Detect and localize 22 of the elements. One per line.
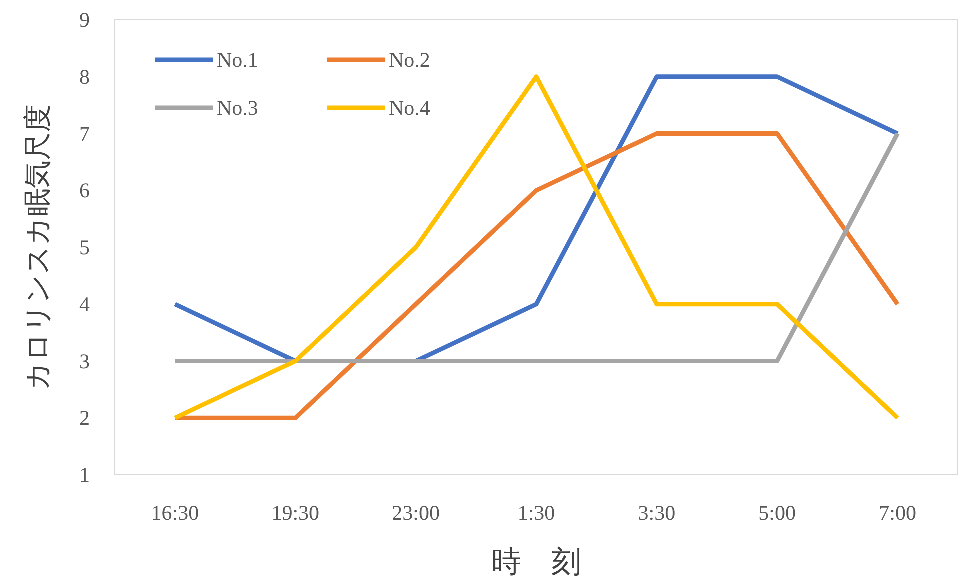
y-tick-label: 9: [80, 8, 90, 32]
y-tick-label: 8: [80, 64, 90, 89]
x-axis-title: 時 刻: [492, 545, 582, 578]
legend-label: No.1: [217, 48, 258, 72]
x-tick-label: 23:00: [392, 501, 440, 525]
y-tick-label: 7: [80, 122, 90, 146]
legend-label: No.4: [389, 96, 431, 120]
x-tick-label: 5:00: [758, 501, 796, 525]
legend-label: No.2: [389, 48, 430, 72]
y-tick-label: 1: [80, 463, 90, 487]
legend-label: No.3: [217, 96, 258, 120]
x-tick-label: 1:30: [518, 501, 556, 525]
x-tick-label: 16:30: [151, 501, 200, 525]
y-tick-label: 2: [80, 406, 90, 430]
y-tick-label: 3: [80, 349, 90, 374]
y-axis-title: カロリンスカ眠気尺度: [21, 104, 54, 390]
x-tick-label: 7:00: [879, 501, 916, 525]
x-tick-label: 19:30: [272, 501, 320, 525]
x-tick-label: 3:30: [638, 501, 676, 525]
y-tick-label: 6: [80, 178, 90, 203]
y-tick-label: 5: [80, 236, 90, 260]
y-tick-label: 4: [80, 292, 90, 316]
